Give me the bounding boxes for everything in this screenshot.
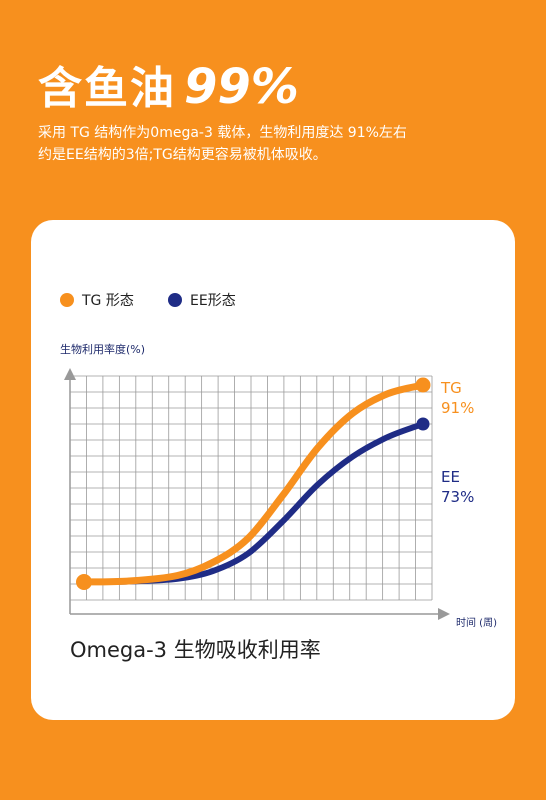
subtitle: 采用 TG 结构作为0mega-3 载体，生物利用度达 91%左右 约是EE结构… (38, 122, 508, 166)
ee-end-name: EE (441, 468, 460, 486)
y-axis-label: 生物利用率度(%) (60, 343, 146, 356)
series-start-point (76, 574, 92, 590)
series-line-ee (81, 420, 426, 585)
legend-dot-tg (60, 293, 74, 307)
page-title: 含鱼油 99% (38, 52, 299, 116)
legend-label-ee: EE形态 (190, 293, 236, 309)
legend-item-tg: TG 形态 (60, 290, 134, 310)
series-line-tg (80, 381, 427, 586)
chart-axes (64, 368, 450, 620)
ee-end-label: EE 73% (441, 467, 474, 507)
tg-end-value: 91% (441, 399, 475, 417)
tg-end-name: TG (441, 379, 462, 397)
legend-dot-ee (168, 293, 182, 307)
legend-label-tg: TG 形态 (82, 293, 134, 309)
legend-item-ee: EE形态 (168, 290, 236, 310)
series-end-point-tg (415, 377, 431, 393)
x-axis-label: 时间 (周) (456, 618, 497, 629)
subtitle-line-2: 约是EE结构的3倍;TG结构更容易被机体吸收。 (38, 147, 327, 163)
subtitle-line-1: 采用 TG 结构作为0mega-3 载体，生物利用度达 91%左右 (38, 125, 407, 141)
x-axis-arrow-icon (438, 608, 450, 620)
title-text: 含鱼油 (38, 63, 176, 114)
series-end-point-ee (416, 417, 430, 431)
ee-end-value: 73% (441, 488, 475, 506)
chart-card (31, 220, 515, 720)
y-axis-arrow-icon (64, 368, 76, 380)
title-percent: 99% (184, 59, 299, 115)
chart-title: Omega-3 生物吸收利用率 (70, 638, 321, 662)
chart-grid (69, 375, 433, 601)
tg-end-label: TG 91% (441, 378, 474, 418)
chart-lines (76, 377, 431, 590)
